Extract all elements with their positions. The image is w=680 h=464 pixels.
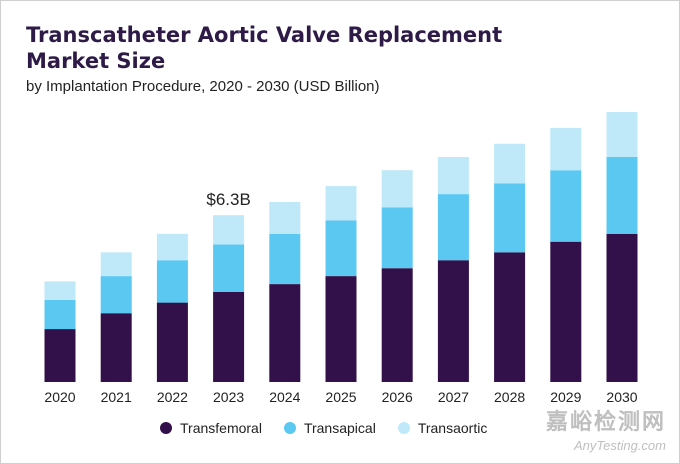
legend-swatch-transaortic xyxy=(397,422,410,434)
watermark-en: AnyTesting.com xyxy=(573,438,666,453)
bar-2023-transapical xyxy=(213,244,245,292)
bar-2027-transapical xyxy=(437,194,469,261)
bar-2024-transapical xyxy=(269,233,301,285)
bar-2025-transapical xyxy=(325,220,357,277)
bar-2025-transaortic xyxy=(325,186,357,221)
bar-2022-transfemoral xyxy=(156,302,188,382)
bar-2029-transapical xyxy=(550,170,582,242)
x-tick-label-2027: 2027 xyxy=(438,389,469,405)
legend-item-transapical: Transapical xyxy=(283,420,376,436)
x-tick-label-2028: 2028 xyxy=(494,389,525,405)
legend-swatch-transapical xyxy=(283,422,296,434)
bar-2026-transaortic xyxy=(381,170,413,208)
data-label-2023: $6.3B xyxy=(206,190,250,209)
bar-2020-transaortic xyxy=(44,281,76,300)
bar-2029-transfemoral xyxy=(550,241,582,382)
bar-2022-transapical xyxy=(156,260,188,303)
bar-2028-transfemoral xyxy=(494,252,526,382)
legend: Transfemoral Transapical Transaortic xyxy=(160,420,509,436)
bar-2027-transaortic xyxy=(437,157,469,195)
watermark-cn: 嘉峪检测网 xyxy=(545,410,666,435)
bar-2027-transfemoral xyxy=(437,260,469,382)
x-tick-label-2029: 2029 xyxy=(550,389,581,405)
x-tick-label-2020: 2020 xyxy=(44,389,75,405)
x-tick-label-2024: 2024 xyxy=(269,389,300,405)
bar-2025-transfemoral xyxy=(325,276,357,382)
legend-item-transfemoral: Transfemoral xyxy=(160,420,262,436)
watermark: 嘉峪检测网 AnyTesting.com xyxy=(546,404,666,453)
bar-2021-transapical xyxy=(100,276,132,314)
bar-2020-transapical xyxy=(44,299,76,329)
bar-2026-transfemoral xyxy=(381,268,413,382)
legend-swatch-transfemoral xyxy=(160,422,172,434)
bar-2020-transfemoral xyxy=(44,329,76,382)
legend-label-transaortic: Transaortic xyxy=(417,420,488,436)
x-tick-label-2022: 2022 xyxy=(157,389,188,405)
bar-2024-transfemoral xyxy=(269,284,301,382)
bar-2023-transaortic xyxy=(213,215,245,245)
bar-2024-transaortic xyxy=(269,202,301,234)
x-tick-label-2025: 2025 xyxy=(325,389,356,405)
legend-label-transapical: Transapical xyxy=(303,420,376,436)
bar-2030-transfemoral xyxy=(606,233,638,382)
bar-2026-transapical xyxy=(381,207,413,269)
x-tick-label-2023: 2023 xyxy=(213,389,244,405)
bar-2022-transaortic xyxy=(156,233,188,261)
bar-2029-transaortic xyxy=(550,127,582,171)
stacked-bar-chart: 2020 2021 2022 $6.3B 2023 2024 2025 2026 2027 202… xyxy=(44,112,638,405)
bar-2021-transaortic xyxy=(100,252,132,277)
chart-subtitle: by Implantation Procedure, 2020 - 2030 (… xyxy=(26,78,380,95)
x-tick-label-2030: 2030 xyxy=(606,389,637,405)
bar-2028-transapical xyxy=(494,183,526,253)
bar-2030-transaortic xyxy=(606,112,638,157)
bar-2030-transapical xyxy=(606,157,638,234)
legend-item-transaortic: Transaortic xyxy=(397,420,488,436)
legend-label-transfemoral: Transfemoral xyxy=(180,420,262,436)
bar-2021-transfemoral xyxy=(100,313,132,382)
x-tick-label-2021: 2021 xyxy=(101,389,132,405)
bar-2028-transaortic xyxy=(494,143,526,184)
chart-title: Transcatheter Aortic Valve Replacement M… xyxy=(26,23,503,73)
x-tick-label-2026: 2026 xyxy=(382,389,413,405)
bar-2023-transfemoral xyxy=(213,292,245,382)
